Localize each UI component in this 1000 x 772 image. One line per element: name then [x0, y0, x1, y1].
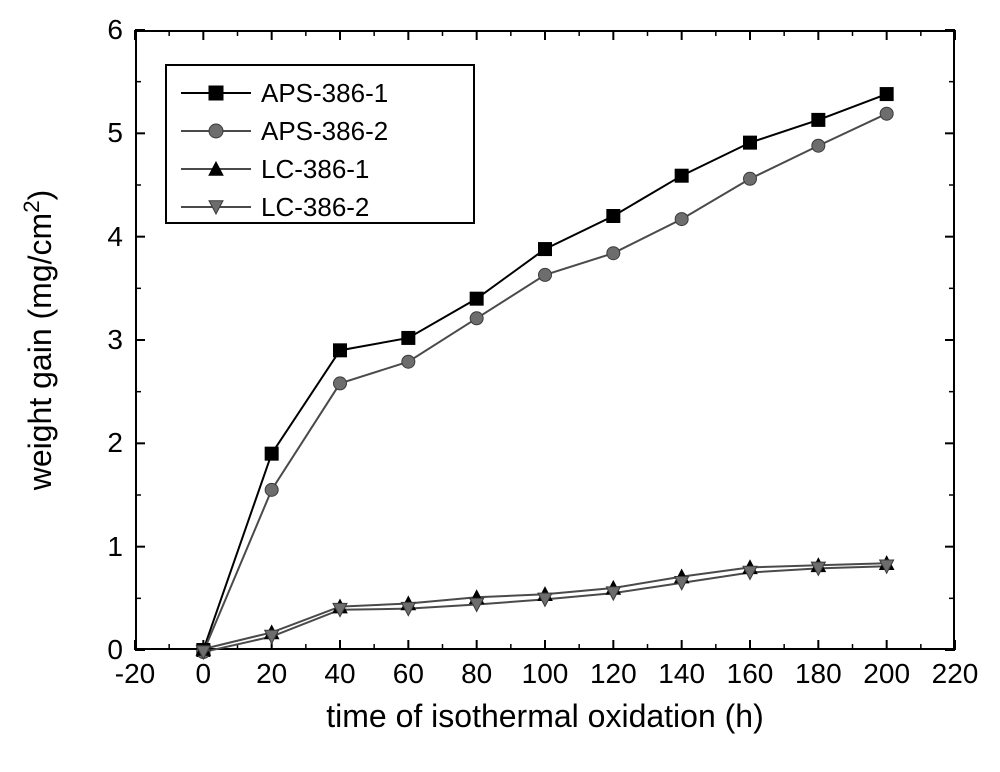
x-tick-label: 40 [324, 658, 355, 690]
series-marker [744, 136, 757, 149]
series-marker [265, 447, 278, 460]
triangle-up-icon [206, 159, 226, 179]
series-marker [812, 113, 825, 126]
series-marker [470, 312, 483, 325]
x-tick-label: 140 [658, 658, 705, 690]
legend-item: APS-386-2 [181, 112, 388, 150]
series-line [203, 566, 886, 652]
x-tick-label: 180 [795, 658, 842, 690]
series-marker [880, 88, 893, 101]
y-axis-label: weight gain (mg/cm2) [19, 190, 59, 491]
series-marker [402, 355, 415, 368]
y-tick-label: 5 [107, 117, 123, 149]
legend-swatch [181, 112, 251, 150]
x-tick-label: 200 [863, 658, 910, 690]
series-marker [334, 344, 347, 357]
series-marker [265, 483, 278, 496]
y-tick-label: 6 [107, 14, 123, 46]
legend-label: LC-386-2 [261, 192, 369, 223]
x-tick-label: 0 [196, 658, 212, 690]
x-axis-label: time of isothermal oxidation (h) [326, 698, 764, 735]
chart-container: time of isothermal oxidation (h) weight … [0, 0, 1000, 772]
legend-swatch [181, 150, 251, 188]
circle-icon [206, 121, 226, 141]
series-marker [334, 377, 347, 390]
series-marker [607, 247, 620, 260]
y-tick-label: 3 [107, 324, 123, 356]
x-tick-label: 80 [461, 658, 492, 690]
x-tick-label: 100 [522, 658, 569, 690]
legend-label: LC-386-1 [261, 154, 369, 185]
series-marker [539, 243, 552, 256]
y-tick-label: 2 [107, 427, 123, 459]
square-icon [206, 83, 226, 103]
series-marker [607, 210, 620, 223]
x-tick-label: 120 [590, 658, 637, 690]
legend-label: APS-386-1 [261, 78, 388, 109]
series-marker [539, 268, 552, 281]
legend-label: APS-386-2 [261, 116, 388, 147]
y-tick-label: 4 [107, 221, 123, 253]
x-tick-label: 220 [932, 658, 979, 690]
triangle-down-icon [206, 197, 226, 217]
x-tick-label: 160 [727, 658, 774, 690]
y-tick-label: 0 [107, 634, 123, 666]
legend-item: LC-386-2 [181, 188, 369, 226]
x-tick-label: 60 [393, 658, 424, 690]
series-marker [470, 292, 483, 305]
series-marker [402, 331, 415, 344]
series-marker [812, 139, 825, 152]
y-tick-label: 1 [107, 531, 123, 563]
legend-item: LC-386-1 [181, 150, 369, 188]
legend-swatch [181, 74, 251, 112]
series-marker [675, 213, 688, 226]
series-marker [880, 107, 893, 120]
legend-swatch [181, 188, 251, 226]
legend-item: APS-386-1 [181, 74, 388, 112]
series-marker [744, 172, 757, 185]
series-marker [675, 169, 688, 182]
legend: APS-386-1 APS-386-2 LC-386-1 LC-386-2 [165, 64, 475, 224]
x-tick-label: 20 [256, 658, 287, 690]
